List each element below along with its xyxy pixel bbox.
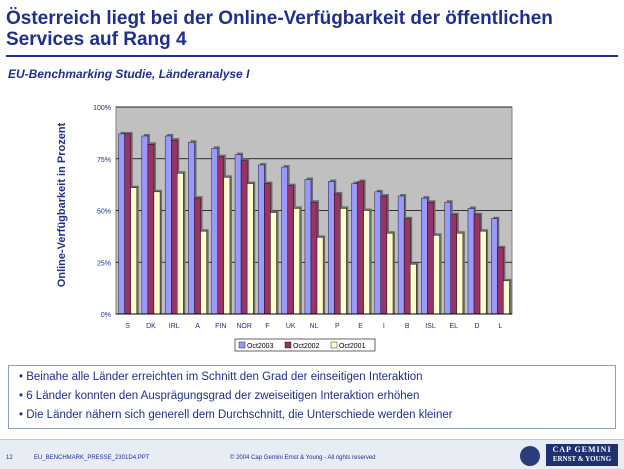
bar-uk-oct2002 [287,185,294,315]
bar-p-oct2002 [334,193,341,315]
bar-el-oct2002 [450,214,457,315]
legend-swatch [284,341,292,349]
y-axis-label: Online-Verfügbarkeit in Prozent [56,122,68,288]
page-title: Österreich liegt bei der Online-Verfügba… [6,8,606,50]
x-tick-label: UK [286,323,296,330]
x-tick-label: DK [146,323,156,330]
key-findings-box: • Beinahe alle Länder erreichten im Schn… [8,365,616,429]
bar-dk-oct2003 [141,135,149,315]
y-tick-label: 25% [97,260,111,267]
x-tick-label: F [265,323,269,330]
bar-isl-oct2001 [433,235,440,315]
bar-l-oct2001 [503,280,510,315]
y-tick-label: 100% [93,105,111,112]
bar-a-oct2001 [200,230,207,315]
file-name: EU_BENCHMARK_PRESSE_2301D4.PPT [34,455,150,461]
x-tick-label: P [335,323,340,330]
x-tick-label: E [358,323,363,330]
page-subtitle: EU-Benchmarking Studie, Länderanalyse I [8,67,250,81]
x-tick-label: A [195,323,200,330]
bar-l-oct2002 [497,247,504,315]
x-tick-label: S [125,323,130,330]
legend-label: Oct2002 [293,343,320,350]
legend [234,338,376,352]
bar-fin-oct2003 [211,148,218,315]
bar-b-oct2001 [410,264,417,315]
bar-irl-oct2001 [177,173,184,315]
bar-b-oct2003 [397,195,405,315]
bar-uk-oct2003 [281,166,288,315]
x-tick-label: EL [449,323,458,330]
bar-p-oct2001 [340,208,347,315]
x-tick-label: B [405,323,410,330]
bar-f-oct2002 [264,183,271,315]
bar-i-oct2003 [374,191,382,315]
page-number: 12 [6,455,13,461]
copyright-notice: © 2004 Cap Gemini Ernst & Young - All ri… [230,455,376,461]
finding-3: • Die Länder nähern sich generell dem Du… [19,409,453,421]
bar-nor-oct2003 [234,154,242,315]
legend-label: Oct2001 [339,343,366,350]
bar-s-oct2002 [124,133,131,315]
company-logo: CAP GEMINI ERNST & YOUNG [546,444,618,466]
x-tick-label: FIN [215,323,226,330]
company-emblem-icon [520,446,540,466]
bar-fin-oct2002 [217,156,225,315]
bar-isl-oct2003 [421,197,428,315]
legend-swatch [238,341,246,349]
y-tick-label: 75% [97,157,111,164]
legend-label: Oct2003 [247,343,274,350]
bar-e-oct2001 [363,210,370,315]
x-tick-label: L [498,323,502,330]
bar-dk-oct2002 [147,144,155,315]
finding-2: • 6 Länder konnten den Ausprägungsgrad d… [19,390,420,402]
page-title-line-2: Services auf Rang 4 [6,29,187,50]
legend-swatch [330,341,338,349]
bar-nor-oct2001 [246,183,254,315]
bar-irl-oct2002 [171,139,178,315]
x-tick-label: I [383,323,385,330]
x-tick-label: NL [310,323,319,330]
x-tick-label: IRL [169,323,180,330]
bar-nl-oct2001 [316,237,324,315]
bar-b-oct2002 [403,218,411,315]
x-tick-label: ISL [425,323,436,330]
bar-nor-oct2002 [240,160,248,315]
x-tick-label: D [475,323,480,330]
bar-a-oct2003 [188,141,195,315]
bar-chart: 0% 25% 50% 75% 100% S DK IRL A FIN NOR F UK NL P E I B ISL… [93,105,513,352]
page-title-line-1: Österreich liegt bei der Online-Verfügba… [6,8,553,29]
bar-f-oct2001 [270,212,277,315]
logo-line-1: CAP GEMINI [552,445,612,454]
title-divider [6,55,618,57]
page-footer: 12 EU_BENCHMARK_PRESSE_2301D4.PPT © 2004… [0,439,624,469]
bar-s-oct2003 [118,133,125,315]
bar-el-oct2001 [456,233,464,315]
bar-f-oct2003 [258,164,265,315]
bar-isl-oct2002 [427,202,434,315]
x-tick-label: NOR [236,323,252,330]
bar-el-oct2003 [444,202,451,315]
bar-i-oct2002 [380,195,388,315]
bar-e-oct2003 [351,183,358,315]
bar-s-oct2001 [130,187,137,315]
bar-d-oct2003 [467,208,475,315]
bar-nl-oct2003 [304,179,312,315]
bar-p-oct2003 [328,181,335,315]
bar-e-oct2002 [357,181,364,315]
bar-nl-oct2002 [310,202,318,315]
bar-d-oct2001 [479,230,487,315]
y-tick-label: 0% [101,312,111,319]
bar-i-oct2001 [386,233,394,315]
bar-irl-oct2003 [164,135,172,315]
bar-fin-oct2001 [223,177,231,315]
y-tick-label: 50% [97,209,111,216]
bar-uk-oct2001 [293,208,300,315]
logo-line-2: ERNST & YOUNG [552,455,612,463]
bar-dk-oct2001 [153,191,161,315]
finding-1: • Beinahe alle Länder erreichten im Schn… [19,371,423,383]
bar-l-oct2003 [491,218,498,315]
bar-a-oct2002 [194,197,201,315]
bar-d-oct2002 [473,214,481,315]
